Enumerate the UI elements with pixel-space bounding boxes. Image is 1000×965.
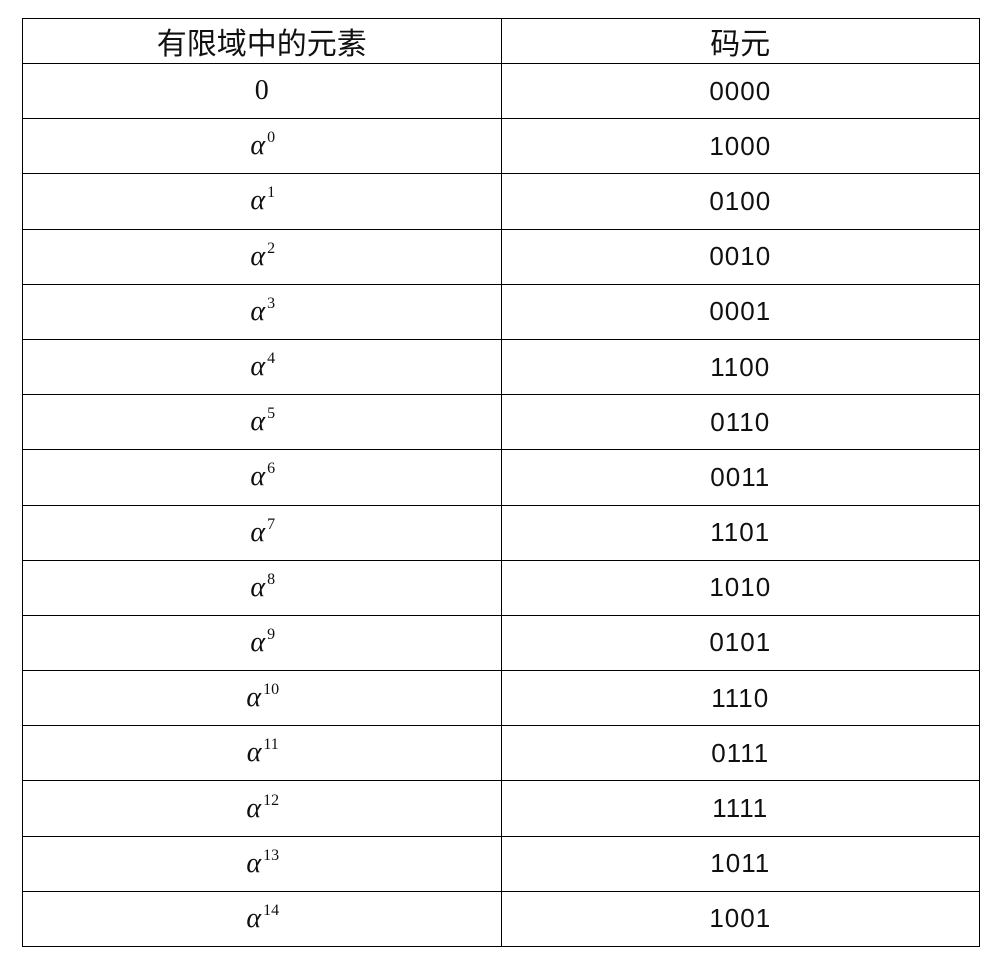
cell-code: 1101 [501,505,980,560]
alpha-exponent: 11 [263,736,278,753]
table-row: α11 0111 [23,726,980,781]
alpha-symbol: α8 [250,572,273,604]
cell-code: 0101 [501,615,980,670]
cell-code: 1010 [501,560,980,615]
cell-element: α10 [23,671,502,726]
alpha-exponent: 5 [267,405,275,422]
alpha-symbol: α5 [250,406,273,438]
table-row: α9 0101 [23,615,980,670]
alpha-exponent: 9 [267,626,275,643]
cell-code: 1110 [501,671,980,726]
cell-code: 0010 [501,229,980,284]
alpha-symbol: α1 [250,185,273,217]
table-header-row: 有限域中的元素 码元 [23,19,980,64]
table-row: α12 1111 [23,781,980,836]
cell-element: α8 [23,560,502,615]
cell-code: 1100 [501,339,980,394]
alpha-symbol: α12 [246,793,277,825]
cell-code: 1011 [501,836,980,891]
cell-code: 0011 [501,450,980,505]
cell-element: α7 [23,505,502,560]
table-body: 00000α01000α10100α20010α30001α41100α5011… [23,64,980,947]
alpha-exponent: 13 [263,847,279,864]
cell-element: α13 [23,836,502,891]
alpha-symbol: α13 [246,848,277,880]
table-row: α14 1001 [23,891,980,946]
cell-element: α5 [23,395,502,450]
table-row: α6 0011 [23,450,980,505]
header-col-code: 码元 [501,19,980,64]
table-row: α3 0001 [23,284,980,339]
table-row: α2 0010 [23,229,980,284]
cell-element: α9 [23,615,502,670]
cell-code: 1000 [501,119,980,174]
alpha-symbol: α7 [250,517,273,549]
alpha-exponent: 8 [267,571,275,588]
cell-element: α2 [23,229,502,284]
alpha-symbol: α11 [247,737,277,769]
alpha-symbol: α3 [250,296,273,328]
header-col-element: 有限域中的元素 [23,19,502,64]
alpha-symbol: α10 [246,682,277,714]
table-row: α13 1011 [23,836,980,891]
alpha-symbol: α6 [250,461,273,493]
alpha-exponent: 10 [263,681,279,698]
cell-element: α4 [23,339,502,394]
cell-element: α6 [23,450,502,505]
alpha-symbol: α9 [250,627,273,659]
cell-code: 0110 [501,395,980,450]
alpha-exponent: 1 [267,184,275,201]
cell-element: α12 [23,781,502,836]
cell-code: 0000 [501,64,980,119]
table-row: 00000 [23,64,980,119]
table-row: α1 0100 [23,174,980,229]
page: 有限域中的元素 码元 00000α01000α10100α20010α30001… [0,0,1000,965]
alpha-exponent: 6 [267,460,275,477]
alpha-exponent: 7 [267,516,275,533]
element-label: 0 [255,75,269,106]
cell-element: α3 [23,284,502,339]
cell-element: 0 [23,64,502,119]
table-row: α5 0110 [23,395,980,450]
table-row: α4 1100 [23,339,980,394]
table-row: α10 1110 [23,671,980,726]
alpha-symbol: α14 [246,903,277,935]
alpha-exponent: 4 [267,350,275,367]
alpha-exponent: 0 [267,129,275,146]
cell-code: 1001 [501,891,980,946]
cell-element: α0 [23,119,502,174]
alpha-symbol: α4 [250,351,273,383]
alpha-exponent: 12 [263,792,279,809]
table-row: α0 1000 [23,119,980,174]
cell-code: 0100 [501,174,980,229]
alpha-exponent: 2 [267,240,275,257]
cell-element: α11 [23,726,502,781]
cell-element: α1 [23,174,502,229]
alpha-exponent: 3 [267,295,275,312]
cell-element: α14 [23,891,502,946]
cell-code: 0001 [501,284,980,339]
alpha-symbol: α2 [250,241,273,273]
cell-code: 0111 [501,726,980,781]
table-row: α8 1010 [23,560,980,615]
cell-code: 1111 [501,781,980,836]
finite-field-table: 有限域中的元素 码元 00000α01000α10100α20010α30001… [22,18,980,947]
table-row: α7 1101 [23,505,980,560]
alpha-exponent: 14 [263,902,279,919]
alpha-symbol: α0 [250,130,273,162]
